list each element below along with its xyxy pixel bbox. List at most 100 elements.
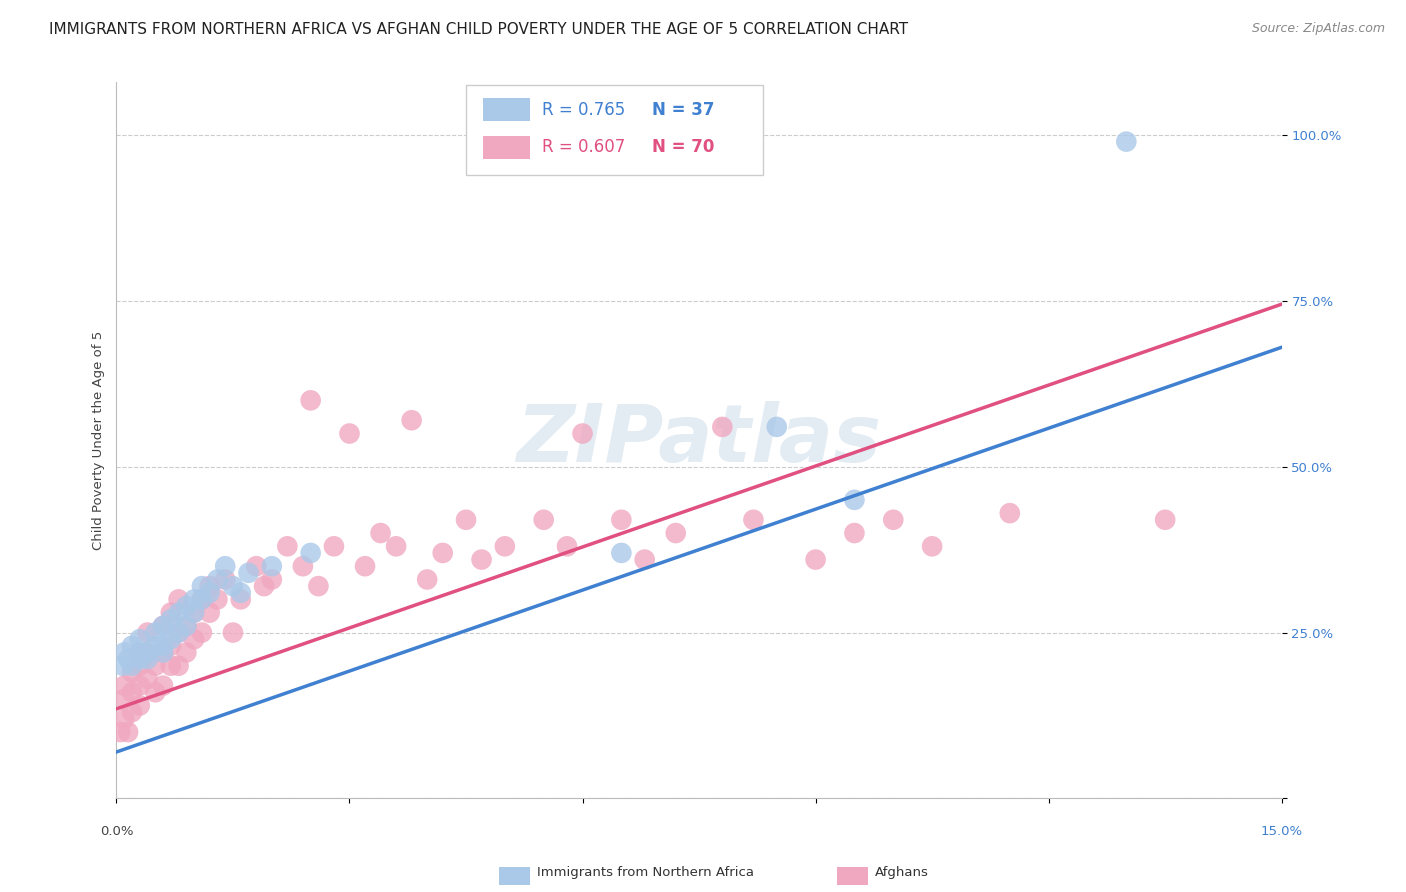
Point	[121, 665, 143, 680]
Point	[245, 559, 267, 574]
Point	[214, 573, 236, 587]
Point	[385, 539, 408, 553]
Point	[128, 652, 150, 666]
Text: R = 0.765: R = 0.765	[541, 101, 626, 119]
Point	[128, 698, 150, 713]
Point	[117, 652, 139, 666]
Point	[159, 632, 181, 647]
Point	[117, 725, 139, 739]
Point	[183, 606, 205, 620]
Point	[711, 420, 734, 434]
Point	[128, 679, 150, 693]
Point	[176, 599, 198, 613]
Point	[159, 612, 181, 626]
Point	[1115, 135, 1137, 149]
Point	[159, 639, 181, 653]
Point	[454, 513, 477, 527]
Text: R = 0.607: R = 0.607	[541, 138, 626, 156]
Point	[152, 619, 174, 633]
Point	[299, 393, 322, 408]
Point	[198, 579, 221, 593]
Point	[159, 658, 181, 673]
Point	[207, 573, 229, 587]
Point	[136, 652, 159, 666]
Point	[416, 573, 439, 587]
Point	[152, 619, 174, 633]
Point	[128, 645, 150, 659]
Point	[112, 645, 135, 659]
Text: N = 37: N = 37	[652, 101, 716, 119]
Point	[370, 526, 392, 541]
Point	[291, 559, 314, 574]
Point	[167, 592, 190, 607]
Point	[198, 606, 221, 620]
Point	[260, 573, 283, 587]
Text: IMMIGRANTS FROM NORTHERN AFRICA VS AFGHAN CHILD POVERTY UNDER THE AGE OF 5 CORRE: IMMIGRANTS FROM NORTHERN AFRICA VS AFGHA…	[49, 22, 908, 37]
Point	[112, 692, 135, 706]
Point	[1154, 513, 1177, 527]
Point	[128, 645, 150, 659]
Point	[494, 539, 516, 553]
Point	[229, 586, 252, 600]
Point	[191, 625, 214, 640]
Point	[176, 619, 198, 633]
Point	[112, 712, 135, 726]
Point	[143, 658, 166, 673]
Text: Immigrants from Northern Africa: Immigrants from Northern Africa	[537, 866, 754, 879]
Point	[339, 426, 361, 441]
Point	[191, 592, 214, 607]
Text: ZIPatlas: ZIPatlas	[516, 401, 882, 479]
Point	[998, 506, 1021, 520]
Point	[555, 539, 578, 553]
FancyBboxPatch shape	[484, 98, 530, 121]
Point	[432, 546, 454, 560]
Point	[143, 685, 166, 699]
Point	[571, 426, 593, 441]
Point	[665, 526, 688, 541]
Point	[214, 559, 236, 574]
Point	[323, 539, 346, 553]
Point	[121, 705, 143, 719]
Point	[152, 645, 174, 659]
FancyBboxPatch shape	[484, 136, 530, 159]
Point	[128, 632, 150, 647]
Point	[610, 546, 633, 560]
Point	[229, 592, 252, 607]
Point	[191, 579, 214, 593]
Point	[844, 492, 866, 507]
Point	[921, 539, 943, 553]
Point	[152, 645, 174, 659]
Point	[191, 592, 214, 607]
Point	[183, 632, 205, 647]
Point	[207, 592, 229, 607]
Point	[307, 579, 329, 593]
Point	[176, 619, 198, 633]
Point	[128, 658, 150, 673]
Point	[167, 658, 190, 673]
Point	[167, 606, 190, 620]
Point	[143, 625, 166, 640]
Text: Afghans: Afghans	[875, 866, 928, 879]
Point	[238, 566, 260, 580]
Point	[167, 625, 190, 640]
Point	[183, 606, 205, 620]
Point	[276, 539, 298, 553]
Point	[299, 546, 322, 560]
Point	[253, 579, 276, 593]
Point	[110, 725, 132, 739]
Point	[121, 639, 143, 653]
Point	[136, 645, 159, 659]
Point	[111, 658, 134, 673]
Point	[610, 513, 633, 527]
Point	[112, 679, 135, 693]
Point	[742, 513, 765, 527]
Point	[136, 625, 159, 640]
Text: N = 70: N = 70	[652, 138, 714, 156]
Point	[533, 513, 555, 527]
Point	[354, 559, 377, 574]
Point	[143, 639, 166, 653]
Point	[152, 639, 174, 653]
Point	[176, 645, 198, 659]
Point	[401, 413, 423, 427]
Point	[167, 625, 190, 640]
